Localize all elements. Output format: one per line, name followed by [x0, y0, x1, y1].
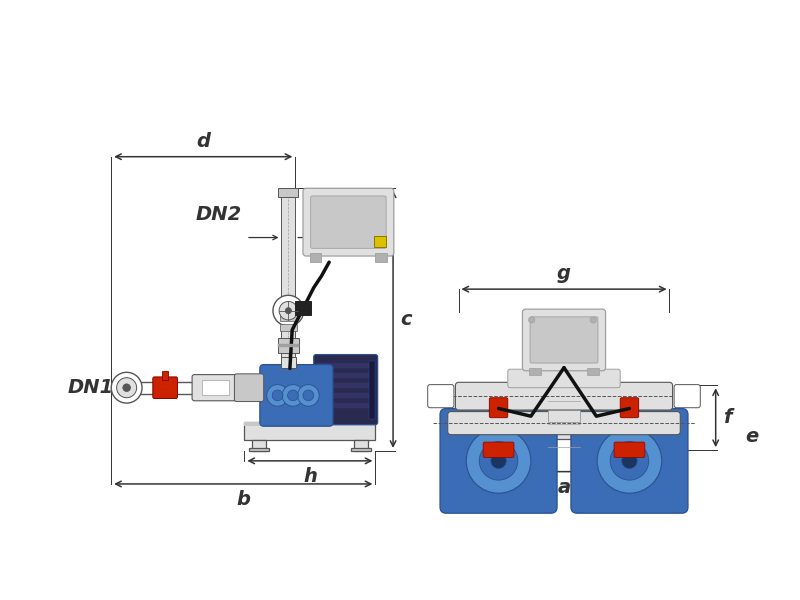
Text: f: f: [723, 408, 732, 427]
Bar: [280, 313, 297, 321]
Bar: [278, 338, 299, 353]
FancyBboxPatch shape: [483, 442, 514, 457]
FancyBboxPatch shape: [234, 374, 264, 401]
Bar: [369, 361, 375, 419]
Circle shape: [491, 453, 506, 469]
Circle shape: [610, 442, 649, 480]
Circle shape: [273, 295, 304, 326]
FancyBboxPatch shape: [620, 398, 638, 418]
Circle shape: [122, 384, 130, 392]
Bar: [624, 399, 635, 407]
Circle shape: [287, 390, 298, 401]
Bar: [249, 448, 269, 451]
Bar: [493, 411, 504, 416]
Bar: [294, 301, 311, 316]
FancyBboxPatch shape: [455, 382, 673, 410]
FancyBboxPatch shape: [310, 196, 386, 248]
Bar: [316, 403, 375, 409]
Bar: [530, 368, 541, 376]
FancyBboxPatch shape: [440, 409, 557, 513]
Bar: [350, 448, 370, 451]
FancyBboxPatch shape: [674, 385, 700, 408]
Bar: [280, 324, 297, 331]
Circle shape: [479, 442, 518, 480]
FancyBboxPatch shape: [303, 188, 394, 256]
Bar: [245, 422, 375, 426]
FancyBboxPatch shape: [192, 374, 239, 401]
Bar: [493, 399, 504, 407]
Circle shape: [597, 428, 662, 493]
Circle shape: [303, 390, 314, 401]
Bar: [245, 422, 375, 440]
FancyBboxPatch shape: [448, 412, 680, 434]
Bar: [316, 393, 375, 398]
FancyBboxPatch shape: [530, 317, 598, 363]
Circle shape: [279, 301, 298, 320]
Bar: [278, 344, 299, 347]
Text: c: c: [401, 310, 412, 329]
Circle shape: [590, 317, 596, 323]
Text: g: g: [557, 264, 571, 283]
Text: b: b: [236, 490, 250, 509]
Circle shape: [622, 453, 637, 469]
Bar: [548, 385, 580, 422]
Bar: [354, 440, 368, 451]
Bar: [316, 363, 375, 368]
Circle shape: [272, 390, 283, 401]
Bar: [281, 357, 296, 368]
Text: DN2: DN2: [196, 205, 242, 224]
Bar: [665, 439, 678, 450]
FancyBboxPatch shape: [153, 377, 178, 398]
Circle shape: [117, 377, 137, 398]
Text: h: h: [303, 467, 317, 486]
Circle shape: [286, 308, 291, 314]
Bar: [445, 422, 683, 439]
Bar: [587, 368, 598, 376]
Text: a: a: [558, 478, 570, 497]
Circle shape: [298, 385, 319, 406]
Circle shape: [529, 317, 534, 323]
Circle shape: [266, 385, 288, 406]
Bar: [451, 439, 464, 450]
Bar: [278, 187, 298, 197]
Circle shape: [282, 385, 304, 406]
Text: e: e: [745, 427, 758, 446]
FancyBboxPatch shape: [314, 355, 378, 425]
FancyBboxPatch shape: [614, 442, 645, 457]
Bar: [316, 383, 375, 388]
Bar: [479, 439, 492, 450]
Bar: [202, 380, 229, 395]
FancyBboxPatch shape: [508, 369, 620, 388]
Circle shape: [466, 428, 531, 493]
Bar: [624, 411, 635, 416]
Text: DN1: DN1: [67, 378, 114, 397]
FancyBboxPatch shape: [522, 309, 606, 371]
Text: d: d: [196, 131, 210, 151]
Bar: [636, 439, 649, 450]
FancyBboxPatch shape: [260, 365, 333, 426]
Bar: [445, 422, 683, 426]
Bar: [310, 253, 322, 262]
Circle shape: [111, 372, 142, 403]
Bar: [374, 236, 386, 247]
Bar: [375, 253, 387, 262]
FancyBboxPatch shape: [571, 409, 688, 513]
Bar: [252, 440, 266, 451]
Bar: [316, 373, 375, 379]
Bar: [282, 187, 295, 357]
Bar: [162, 371, 168, 380]
FancyBboxPatch shape: [490, 398, 508, 418]
FancyBboxPatch shape: [428, 385, 454, 408]
